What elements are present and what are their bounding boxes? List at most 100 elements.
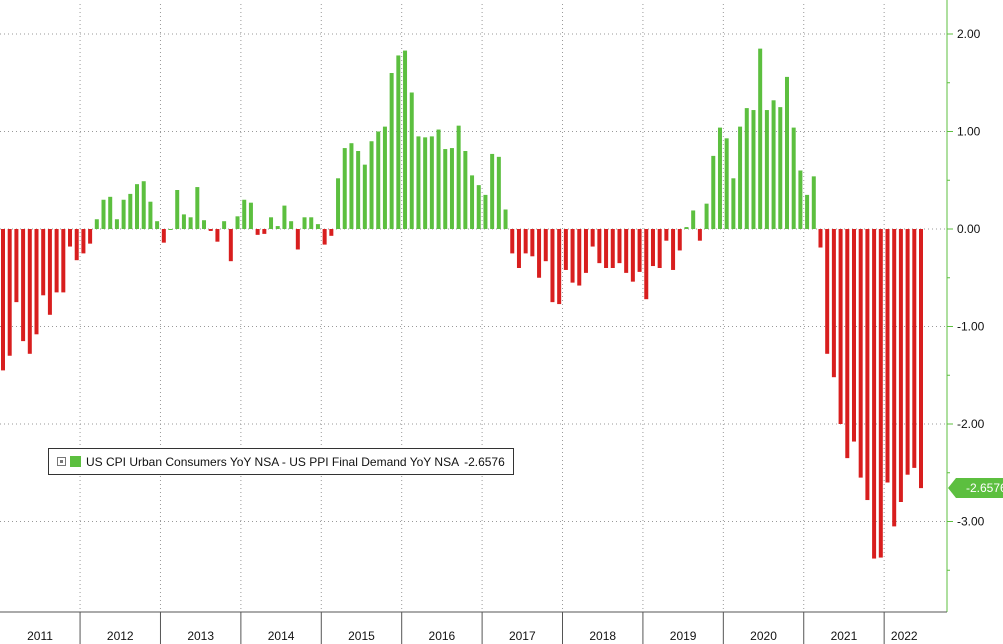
- bar: [784, 76, 789, 230]
- bar: [295, 229, 300, 250]
- legend[interactable]: US CPI Urban Consumers YoY NSA - US PPI …: [48, 448, 514, 475]
- bar: [322, 229, 327, 245]
- bar: [858, 229, 863, 478]
- bar: [563, 229, 568, 270]
- bar: [771, 100, 776, 229]
- bar: [825, 229, 830, 354]
- bar: [309, 217, 314, 229]
- bar: [530, 229, 535, 257]
- bar: [255, 229, 260, 235]
- x-axis: 2011 2012 2013 2014 2015 2016 2017 2018 2019 2020…: [0, 611, 947, 644]
- bar: [570, 229, 575, 283]
- bar: [188, 217, 193, 229]
- bar: [798, 170, 803, 229]
- bar: [664, 229, 669, 241]
- bar: [865, 229, 870, 501]
- bar: [456, 125, 461, 229]
- bar: [791, 127, 796, 229]
- bar: [7, 229, 12, 356]
- x-tick-label: 2016: [429, 629, 456, 643]
- bar: [108, 196, 113, 229]
- bar: [919, 229, 923, 489]
- bar: [175, 190, 180, 229]
- last-value-marker: -2.6576: [948, 478, 1003, 499]
- bar: [47, 229, 52, 315]
- x-tick-label: 2021: [831, 629, 858, 643]
- bar: [369, 141, 374, 229]
- bar: [838, 229, 843, 424]
- bar: [845, 229, 850, 459]
- bar: [121, 199, 126, 229]
- bar: [88, 229, 93, 244]
- y-tick-label: -2.00: [957, 417, 985, 431]
- bar: [557, 229, 562, 305]
- bar: [463, 151, 468, 229]
- legend-swatch: [70, 456, 81, 467]
- bar: [778, 107, 783, 230]
- bar: [74, 229, 79, 261]
- bar: [543, 229, 548, 262]
- legend-last-value: -2.6576: [464, 454, 505, 469]
- bar: [590, 229, 595, 247]
- bar: [537, 229, 542, 278]
- bar: [831, 229, 836, 378]
- bar: [242, 199, 247, 229]
- bar: [851, 229, 856, 442]
- bar: [624, 229, 629, 273]
- bar: [409, 92, 414, 229]
- x-tick-label: 2020: [750, 629, 777, 643]
- bar: [41, 229, 46, 296]
- x-tick-label: 2014: [268, 629, 295, 643]
- y-axis: 2.00 1.00 0.00 -1.00 -2.00 -3.00: [946, 0, 985, 612]
- bar: [671, 229, 676, 270]
- bar: [597, 229, 602, 264]
- bar: [315, 224, 320, 230]
- bar: [423, 137, 428, 229]
- legend-series-name: US CPI Urban Consumers YoY NSA - US PPI …: [86, 454, 460, 469]
- bar: [617, 229, 622, 264]
- bar: [222, 221, 227, 229]
- bar: [704, 203, 709, 229]
- bar: [751, 110, 756, 229]
- bar: [376, 131, 381, 229]
- bar: [644, 229, 649, 300]
- bar: [758, 48, 763, 230]
- bar: [510, 229, 515, 254]
- bar: [68, 229, 73, 247]
- bar: [349, 143, 354, 229]
- bar: [356, 151, 361, 229]
- bar: [396, 55, 401, 230]
- bar: [650, 229, 655, 267]
- bar: [490, 153, 495, 230]
- bar: [61, 229, 66, 293]
- bar: [14, 229, 19, 303]
- x-tick-label: 2022: [891, 629, 918, 643]
- bar: [677, 229, 682, 251]
- bar: [764, 110, 769, 229]
- bar: [202, 220, 207, 229]
- bar: [342, 148, 347, 229]
- bar: [912, 229, 917, 468]
- bar: [141, 181, 146, 229]
- bar: [27, 229, 32, 354]
- bar: [483, 194, 488, 230]
- bar: [215, 229, 220, 242]
- x-tick-label: 2019: [670, 629, 697, 643]
- bar: [523, 229, 528, 254]
- bar: [436, 129, 441, 229]
- bar: [21, 229, 26, 342]
- bar: [168, 229, 173, 230]
- y-tick-label: 1.00: [957, 125, 981, 139]
- bar: [362, 164, 367, 229]
- bar: [181, 214, 186, 230]
- bar: [228, 229, 233, 262]
- bar: [248, 202, 253, 230]
- bar: [610, 229, 615, 268]
- legend-toggle-icon[interactable]: [57, 457, 66, 466]
- bar: [878, 229, 883, 558]
- bar: [282, 205, 287, 229]
- bar: [898, 229, 903, 502]
- bar: [336, 178, 341, 229]
- bar: [161, 229, 166, 243]
- bar: [195, 187, 200, 229]
